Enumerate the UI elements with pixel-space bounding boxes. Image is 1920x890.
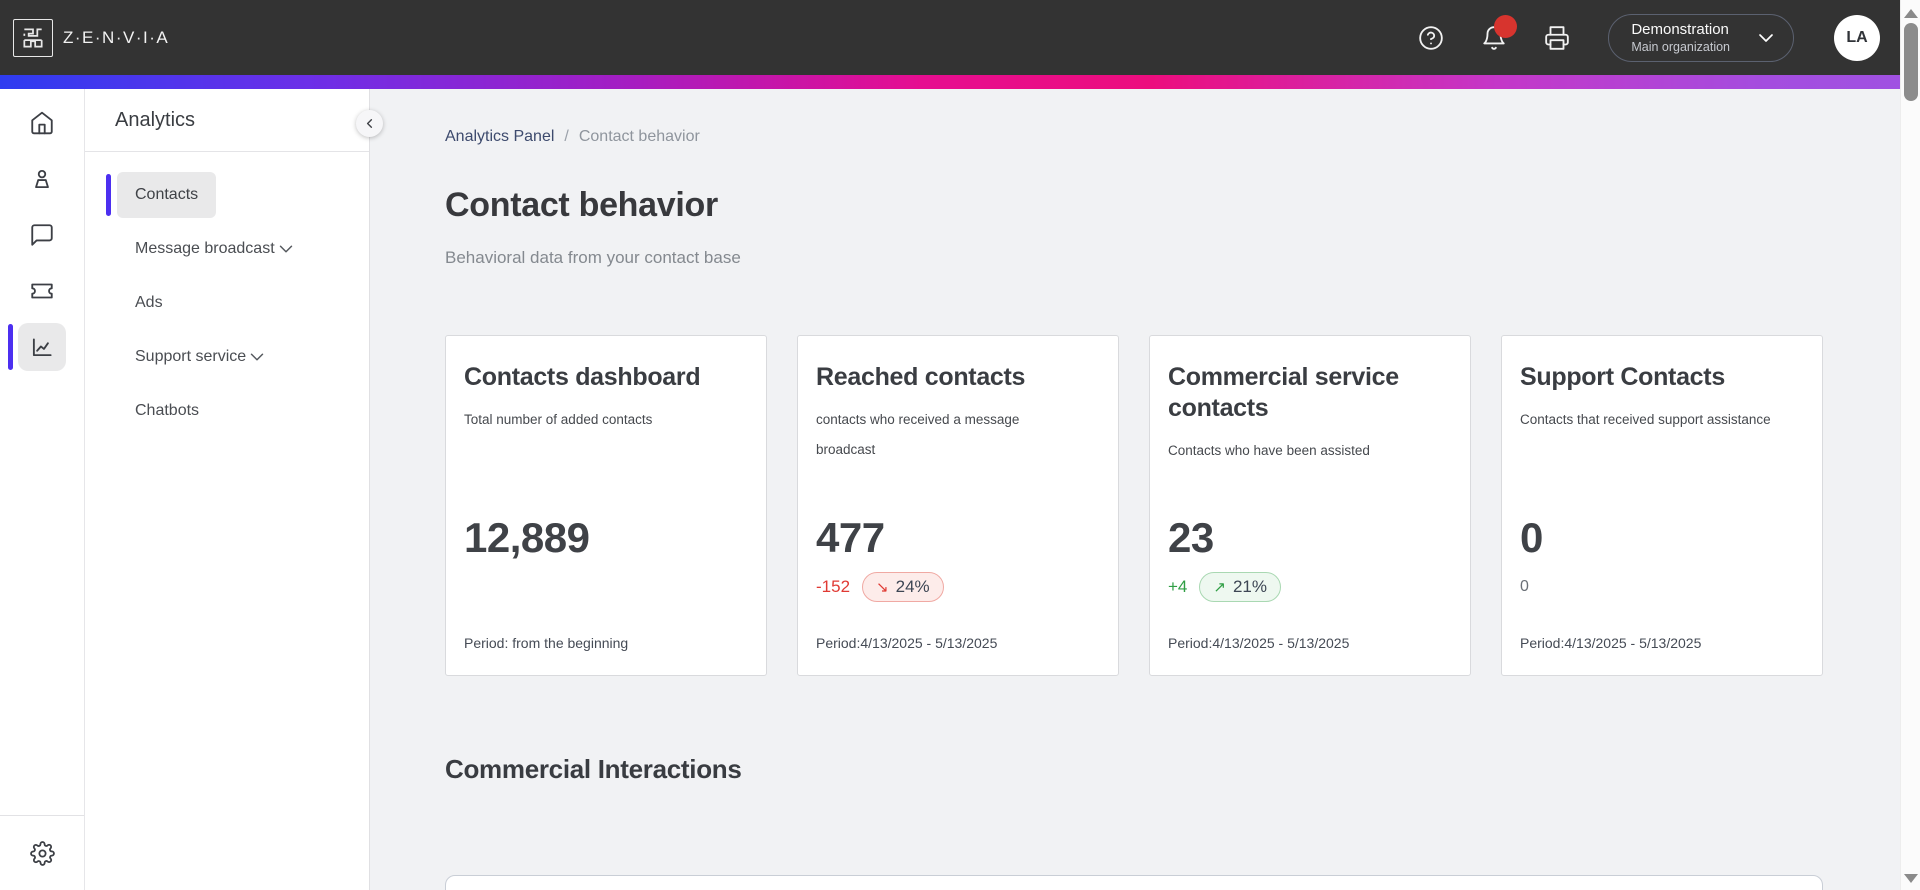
- card-contacts-dashboard: Contacts dashboard Total number of added…: [445, 335, 767, 676]
- help-icon: [1418, 25, 1444, 51]
- card-description: Contacts that received support assistanc…: [1520, 412, 1771, 427]
- notifications-button[interactable]: [1480, 14, 1518, 52]
- sidebar-item-contacts[interactable]: [0, 151, 84, 207]
- collapse-panel-button[interactable]: [356, 110, 383, 137]
- analytics-menu: Contacts Message broadcast Ads Support s…: [85, 152, 369, 434]
- avatar[interactable]: LA: [1834, 14, 1880, 61]
- person-icon: [18, 155, 66, 203]
- card-period: Period:4/13/2025 - 5/13/2025: [816, 635, 998, 651]
- card-description: contacts who received a message broadcas…: [816, 412, 1020, 457]
- breadcrumb-current: Contact behavior: [578, 128, 700, 145]
- page-scrollbar: [1900, 0, 1920, 890]
- brand-wordmark: Z·E·N·V·I·A: [63, 27, 170, 47]
- trend-badge-down: ↘ 24%: [862, 572, 944, 602]
- app-shell: Analytics Contacts Message broadcast Ads…: [0, 89, 1920, 890]
- breadcrumb: Analytics Panel / Contact behavior: [445, 127, 1823, 147]
- zenvia-logo-icon: [13, 18, 53, 57]
- card-title: Reached contacts: [816, 363, 1026, 391]
- notification-dot: [1494, 14, 1518, 38]
- gear-icon: [18, 829, 66, 877]
- chevron-down-icon: [275, 238, 297, 260]
- brand-gradient-bar: [0, 75, 1920, 89]
- card-delta-row: -152 ↘ 24%: [816, 572, 944, 602]
- line-chart-icon: [18, 323, 66, 371]
- help-button[interactable]: [1417, 24, 1445, 52]
- scrollbar-up-arrow[interactable]: [1904, 8, 1918, 18]
- card-support-contacts: Support Contacts Contacts that received …: [1501, 335, 1823, 676]
- organization-subtitle: Main organization: [1631, 40, 1730, 54]
- topbar-actions: Demonstration Main organization LA: [1382, 13, 1880, 62]
- card-description: Contacts who have been assisted: [1168, 443, 1370, 458]
- menu-item-ads[interactable]: Ads: [117, 280, 181, 326]
- sidebar-rail-bottom: [0, 815, 84, 890]
- breadcrumb-separator: /: [564, 128, 569, 145]
- arrow-up-right-icon: ↗: [1213, 579, 1226, 596]
- card-title: Support Contacts: [1520, 363, 1725, 391]
- arrow-down-right-icon: ↘: [876, 579, 889, 596]
- organization-selector[interactable]: Demonstration Main organization: [1608, 13, 1794, 62]
- sidebar-item-home[interactable]: [0, 95, 84, 151]
- page-title: Contact behavior: [445, 186, 718, 224]
- menu-item-label: Ads: [135, 294, 163, 311]
- page-subtitle: Behavioral data from your contact base: [445, 248, 741, 267]
- section-title-commercial-interactions: Commercial Interactions: [445, 754, 742, 784]
- card-period: Period:4/13/2025 - 5/13/2025: [1520, 635, 1702, 651]
- sidebar-item-analytics[interactable]: [0, 319, 84, 375]
- home-icon: [18, 99, 66, 147]
- card-title: Contacts dashboard: [464, 363, 701, 391]
- analytics-panel-header: Analytics: [85, 89, 369, 152]
- chevron-down-icon: [246, 346, 268, 368]
- scrollbar-thumb[interactable]: [1904, 23, 1918, 101]
- chat-bubble-icon: [18, 211, 66, 259]
- card-title: Commercial service contacts: [1168, 363, 1399, 422]
- menu-item-support-service[interactable]: Support service: [117, 334, 286, 380]
- avatar-initials: LA: [1846, 28, 1868, 46]
- menu-item-label: Support service: [135, 348, 247, 365]
- analytics-panel: Analytics Contacts Message broadcast Ads…: [85, 89, 370, 890]
- menu-item-label: Contacts: [135, 186, 199, 203]
- card-delta-row: 0: [1520, 572, 1529, 602]
- organization-name: Demonstration: [1631, 21, 1729, 38]
- panel-title: Analytics: [115, 108, 196, 131]
- card-commercial-service-contacts: Commercial service contacts Contacts who…: [1149, 335, 1471, 676]
- topbar: Z·E·N·V·I·A: [0, 0, 1920, 75]
- card-value: 23: [1168, 514, 1214, 561]
- breadcrumb-analytics-panel[interactable]: Analytics Panel: [445, 128, 555, 145]
- badge-percent: 24%: [895, 577, 930, 596]
- delta-value: +4: [1168, 577, 1188, 596]
- card-value: 477: [816, 514, 885, 561]
- card-description: Total number of added contacts: [464, 412, 653, 427]
- menu-item-chatbots[interactable]: Chatbots: [117, 388, 217, 434]
- sidebar-item-settings[interactable]: [0, 829, 84, 877]
- card-period: Period: from the beginning: [464, 635, 629, 651]
- menu-item-message-broadcast[interactable]: Message broadcast: [117, 226, 315, 272]
- stat-cards-row: Contacts dashboard Total number of added…: [445, 335, 1823, 676]
- card-value: 0: [1520, 514, 1543, 561]
- brand: Z·E·N·V·I·A: [13, 18, 170, 57]
- printer-icon: [1544, 25, 1570, 51]
- sidebar-rail: [0, 89, 85, 890]
- chevron-left-icon: [362, 116, 377, 131]
- print-button[interactable]: [1543, 24, 1571, 52]
- card-value: 12,889: [464, 514, 590, 561]
- ticket-icon: [18, 267, 66, 315]
- scrollbar-down-arrow[interactable]: [1904, 874, 1918, 884]
- chevron-down-icon: [1754, 26, 1778, 50]
- card-delta-row: +4 ↗ 21%: [1168, 572, 1281, 602]
- badge-percent: 21%: [1232, 577, 1267, 596]
- delta-value: 0: [1520, 578, 1529, 595]
- menu-item-contacts[interactable]: Contacts: [105, 172, 217, 218]
- sidebar-item-conversations[interactable]: [0, 207, 84, 263]
- trend-badge-up: ↗ 21%: [1199, 572, 1281, 602]
- commercial-interactions-panel: [445, 875, 1823, 890]
- card-period: Period:4/13/2025 - 5/13/2025: [1168, 635, 1350, 651]
- menu-item-label: Message broadcast: [135, 240, 275, 257]
- main-content: Analytics Panel / Contact behavior Conta…: [370, 89, 1920, 890]
- sidebar-item-tickets[interactable]: [0, 263, 84, 319]
- delta-value: -152: [816, 577, 851, 596]
- card-reached-contacts: Reached contacts contacts who received a…: [797, 335, 1119, 676]
- menu-item-label: Chatbots: [135, 402, 200, 419]
